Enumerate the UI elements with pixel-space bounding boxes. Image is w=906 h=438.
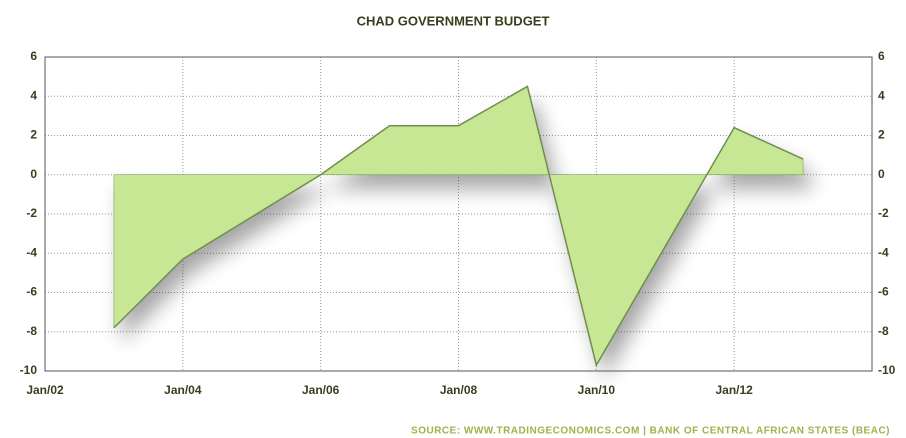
x-tick-label: Jan/04 xyxy=(164,383,202,397)
y2-tick-label: 4 xyxy=(878,88,885,102)
y-tick-label: -2 xyxy=(26,206,37,220)
y-tick-label: 0 xyxy=(30,167,37,181)
chart-title: CHAD GOVERNMENT BUDGET xyxy=(357,13,550,28)
y-tick-label: -10 xyxy=(20,363,38,377)
y2-tick-label: -4 xyxy=(878,245,889,259)
y-tick-label: 4 xyxy=(30,88,37,102)
y2-tick-label: -10 xyxy=(878,363,896,377)
y2-tick-label: -8 xyxy=(878,324,889,338)
y-tick-label: -4 xyxy=(26,245,37,259)
y2-tick-label: -6 xyxy=(878,285,889,299)
area-shadow xyxy=(121,100,812,380)
y-tick-label: -8 xyxy=(26,324,37,338)
line xyxy=(113,85,804,368)
y2-tick-label: 0 xyxy=(878,167,885,181)
y2-tick-label: 2 xyxy=(878,128,885,142)
y-tick-label: 2 xyxy=(30,128,37,142)
y-tick-label: -6 xyxy=(26,285,37,299)
y2-tick-label: 6 xyxy=(878,49,885,63)
x-tick-label: Jan/12 xyxy=(715,383,753,397)
x-tick-label: Jan/06 xyxy=(302,383,340,397)
plot-border xyxy=(44,56,873,372)
x-tick-label: Jan/08 xyxy=(440,383,478,397)
x-tick-label: Jan/02 xyxy=(26,383,64,397)
source: SOURCE: WWW.TRADINGECONOMICS.COM | BANK … xyxy=(411,426,890,437)
y-tick-label: 6 xyxy=(30,49,37,63)
y2-tick-label: -2 xyxy=(878,206,889,220)
x-tick-label: Jan/10 xyxy=(578,383,616,397)
